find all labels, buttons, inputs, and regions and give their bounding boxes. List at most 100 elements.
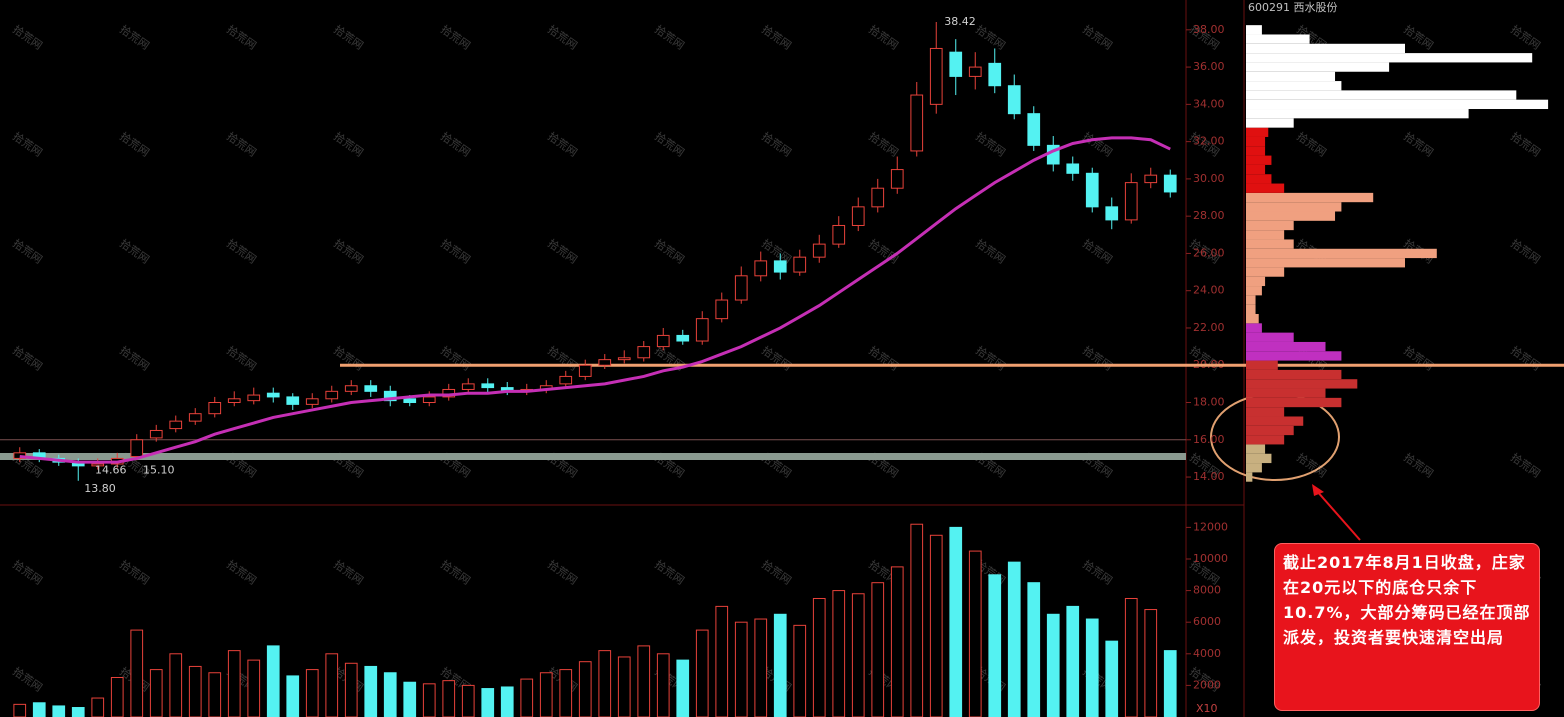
volume-bar — [500, 686, 514, 717]
watermark-text: 拾荒网 — [1080, 557, 1115, 587]
chip-bar — [1246, 202, 1342, 212]
candle-body — [130, 439, 144, 458]
watermark-text: 拾荒网 — [973, 236, 1008, 266]
volume-bar — [266, 645, 280, 717]
watermark-text: 拾荒网 — [1401, 22, 1436, 52]
price-annotation: 15.10 — [143, 464, 175, 477]
watermark-text: 拾荒网 — [1080, 22, 1115, 52]
candle-body — [188, 413, 202, 422]
candle-body — [793, 256, 807, 273]
volume-bar — [227, 650, 241, 717]
volume-bar — [832, 590, 846, 717]
watermark-text: 拾荒网 — [10, 236, 45, 266]
candle-body — [1105, 206, 1119, 221]
watermark-text: 拾荒网 — [759, 129, 794, 159]
watermark-text: 拾荒网 — [331, 22, 366, 52]
watermark-text: 拾荒网 — [117, 129, 152, 159]
chip-bar — [1246, 99, 1549, 110]
candle-body — [832, 224, 846, 245]
watermark-text: 拾荒网 — [10, 129, 45, 159]
y-tick-label: 4000 — [1193, 647, 1221, 660]
volume-bar — [13, 703, 27, 717]
candle-body — [929, 47, 943, 105]
volume-bar — [520, 678, 534, 717]
volume-bar — [637, 645, 651, 717]
volume-bar — [1007, 561, 1021, 717]
watermark-text: 拾荒网 — [973, 22, 1008, 52]
watermark-text: 拾荒网 — [438, 557, 473, 587]
watermark-text: 拾荒网 — [1508, 236, 1543, 266]
candle-body — [871, 187, 885, 208]
chip-bar — [1246, 388, 1326, 398]
chip-bar — [1246, 220, 1294, 231]
volume-bar — [403, 681, 417, 717]
volume-bar — [598, 650, 612, 717]
candle-body — [773, 260, 787, 273]
y-tick-label: 24.00 — [1193, 284, 1225, 297]
watermark-text: 拾荒网 — [1401, 343, 1436, 373]
candle-body — [286, 396, 300, 405]
chip-bar — [1246, 313, 1259, 324]
chip-bar — [1246, 258, 1405, 268]
candle-body — [91, 463, 105, 467]
chip-bar — [1246, 425, 1294, 436]
volume-bar — [929, 534, 943, 717]
candle-body — [266, 392, 280, 398]
watermark-text: 拾荒网 — [973, 343, 1008, 373]
chip-bar — [1246, 53, 1533, 63]
candle-body — [169, 420, 183, 430]
volume-bar — [656, 653, 670, 717]
candle-body — [422, 396, 436, 404]
watermark-text: 拾荒网 — [10, 557, 45, 587]
chip-bar — [1246, 341, 1326, 352]
chip-bar — [1246, 276, 1266, 287]
candle-body — [676, 334, 690, 342]
volume-bar — [130, 629, 144, 717]
candle-body — [305, 398, 319, 405]
y-tick-label: 8000 — [1193, 584, 1221, 597]
volume-bar — [559, 669, 573, 717]
y-tick-label: 32.00 — [1193, 135, 1225, 148]
chip-bar — [1246, 472, 1253, 482]
chip-bar — [1246, 295, 1256, 305]
volume-bar — [715, 605, 729, 717]
volume-bar — [734, 621, 748, 717]
stock-title: 600291 西水股份 — [1248, 1, 1338, 14]
y-tick-label: 30.00 — [1193, 172, 1225, 185]
candle-body — [968, 66, 982, 77]
candle-body — [1066, 163, 1080, 174]
chip-bar — [1246, 369, 1342, 380]
watermark-text: 拾荒网 — [652, 129, 687, 159]
candle-body — [1007, 85, 1021, 115]
watermark-text: 拾荒网 — [331, 129, 366, 159]
candle-body — [656, 334, 670, 348]
watermark-text: 拾荒网 — [545, 129, 580, 159]
watermark-text: 拾荒网 — [545, 22, 580, 52]
y-tick-label: 18.00 — [1193, 396, 1225, 409]
watermark-text: 拾荒网 — [117, 343, 152, 373]
watermark-text: 拾荒网 — [1401, 129, 1436, 159]
chip-bar — [1246, 34, 1310, 44]
watermark-text: 拾荒网 — [438, 129, 473, 159]
candle-body — [578, 364, 592, 377]
watermark-text: 拾荒网 — [224, 557, 259, 587]
candle-body — [851, 206, 865, 226]
chip-bar — [1246, 407, 1285, 417]
chip-bar — [1246, 136, 1266, 147]
volume-bar — [910, 523, 924, 717]
candle-body — [344, 385, 358, 392]
candle-body — [461, 383, 475, 390]
volume-bar — [32, 702, 46, 717]
annotation-box: 截止2017年8月1日收盘，庄家在20元以下的底仓只余下10.7%，大部分筹码已… — [1274, 543, 1540, 711]
watermark-text: 拾荒网 — [759, 557, 794, 587]
candle-body — [890, 169, 904, 189]
chip-bar — [1246, 416, 1304, 426]
y-tick-label: 10000 — [1193, 552, 1228, 565]
watermark-text: 拾荒网 — [331, 236, 366, 266]
chip-bar — [1246, 360, 1278, 370]
chip-bar — [1246, 146, 1266, 156]
volume-bar — [247, 659, 261, 717]
candle-body — [715, 299, 729, 320]
watermark-text: 拾荒网 — [438, 343, 473, 373]
